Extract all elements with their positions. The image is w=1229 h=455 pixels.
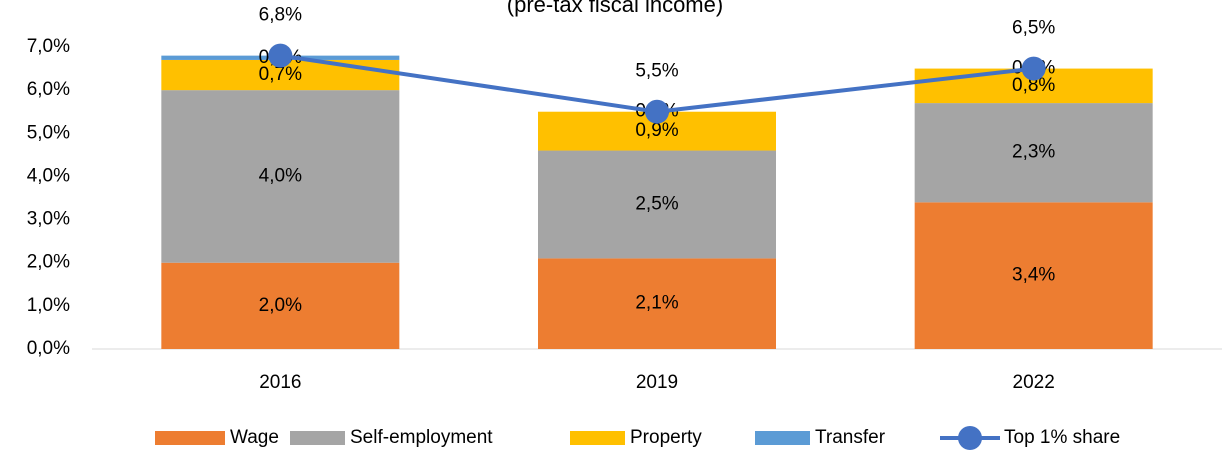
data-label: 6,5% [1012,18,1055,39]
data-label: 2,0% [259,295,302,316]
data-label: 3,4% [1012,265,1055,286]
x-tick-label: 2016 [259,372,301,393]
data-label: 2,1% [635,293,678,314]
data-label: 5,5% [635,61,678,82]
legend-swatch [290,431,345,445]
bar-segment [161,262,400,349]
x-tick-label: 2022 [1013,372,1055,393]
bar-segment [538,258,776,349]
y-tick-label: 0,0% [27,338,70,359]
legend-marker [958,426,982,450]
y-tick-label: 6,0% [27,79,70,100]
data-label: 2,3% [1012,142,1055,163]
legend-swatch [755,431,810,445]
y-tick-label: 4,0% [27,165,70,186]
y-tick-label: 3,0% [27,209,70,230]
data-label: 0,7% [259,64,302,85]
bar-segment [914,202,1153,349]
bar-segment [538,150,776,259]
data-label: 0,9% [635,120,678,141]
bar-segment [161,90,400,263]
data-label: 0,8% [1012,75,1055,96]
y-tick-label: 5,0% [27,122,70,143]
chart-subtitle: (pre-tax fiscal income) [507,0,723,17]
bar-segment [914,103,1153,203]
data-label: 4,0% [259,165,302,186]
line-marker [1021,56,1046,81]
line-marker [268,43,293,68]
data-label: 6,8% [259,5,302,26]
y-tick-label: 7,0% [27,36,70,57]
x-tick-label: 2019 [636,372,678,393]
line-marker [645,99,669,124]
y-tick-label: 2,0% [27,252,70,273]
legend-label: Property [630,427,702,448]
legend-swatch [155,431,225,445]
legend-swatch [570,431,625,445]
legend-label: Top 1% share [1004,427,1120,448]
y-tick-label: 1,0% [27,295,70,316]
legend-label: Self-employment [350,427,493,448]
legend-label: Transfer [815,427,886,448]
data-label: 2,5% [635,193,678,214]
legend-label: Wage [230,427,279,448]
